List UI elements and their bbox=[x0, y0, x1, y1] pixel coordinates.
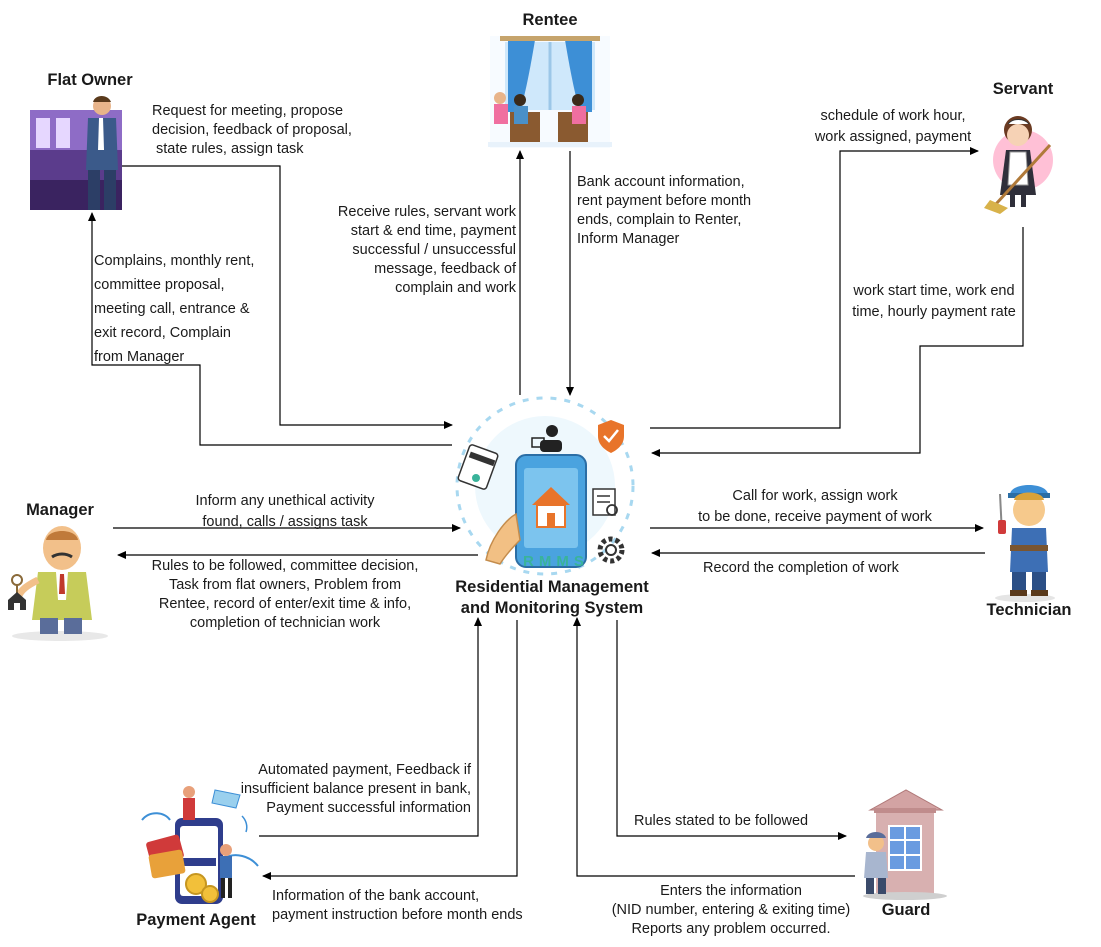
label-servant-to-system: work start time, work end time, hourly p… bbox=[836, 281, 1032, 323]
arrow-system-to-guard bbox=[616, 620, 847, 840]
label-system-to-servant: schedule of work hour, work assigned, pa… bbox=[798, 106, 988, 148]
payment-agent-illustration bbox=[141, 786, 259, 904]
label-guard-to-system: Enters the information (NID number, ente… bbox=[586, 882, 876, 939]
label-line: schedule of work hour, bbox=[820, 108, 966, 124]
actor-manager: Manager bbox=[26, 501, 94, 519]
label-line: Rules stated to be followed bbox=[634, 813, 809, 829]
label-line: from Manager bbox=[94, 349, 185, 365]
arrow-system-to-owner bbox=[88, 212, 452, 446]
label-line: Call for work, assign work bbox=[732, 488, 898, 504]
label-line: meeting call, entrance & bbox=[94, 301, 250, 317]
actor-servant: Servant bbox=[992, 80, 1054, 98]
label-system-to-owner: Complains, monthly rent, committee propo… bbox=[94, 249, 254, 369]
actor-technician: Technician bbox=[986, 601, 1072, 619]
servant-illustration bbox=[984, 116, 1053, 214]
label-line: Record the completion of work bbox=[703, 560, 899, 576]
guard-illustration bbox=[863, 789, 947, 900]
label-line: state rules, assign task bbox=[152, 141, 304, 157]
label-line: Request for meeting, propose bbox=[152, 103, 344, 119]
arrow-owner-to-system bbox=[122, 165, 453, 429]
label-line: Enters the information bbox=[660, 883, 802, 899]
actor-payment-agent: Payment Agent bbox=[136, 911, 256, 929]
label-owner-to-system: Request for meeting, propose decision, f… bbox=[152, 102, 352, 159]
label-line: work assigned, payment bbox=[814, 129, 972, 145]
arrow-system-to-servant bbox=[650, 147, 979, 429]
label-line: completion of technician work bbox=[189, 615, 381, 631]
label-line: work start time, work end bbox=[853, 283, 1015, 299]
label-line: Rentee, record of enter/exit time & info… bbox=[158, 596, 412, 612]
arrow-system-to-agent bbox=[262, 620, 518, 880]
system-title-line-2: and Monitoring System bbox=[460, 599, 644, 617]
label-line: decision, feedback of proposal, bbox=[152, 122, 352, 138]
system-title: Residential Management and Monitoring Sy… bbox=[432, 577, 672, 619]
label-line: Bank account information, bbox=[577, 174, 745, 190]
arrow-guard-to-system bbox=[573, 617, 855, 877]
label-system-to-guard: Rules stated to be followed bbox=[634, 812, 808, 831]
label-line: Task from flat owners, Problem from bbox=[168, 577, 402, 593]
label-line: Reports any problem occurred. bbox=[631, 921, 831, 937]
label-line: found, calls / assigns task bbox=[202, 514, 368, 530]
label-line: Receive rules, servant work bbox=[337, 204, 516, 220]
label-line: message, feedback of bbox=[374, 261, 516, 277]
label-line: time, hourly payment rate bbox=[852, 304, 1016, 320]
label-line: Information of the bank account, bbox=[272, 888, 480, 904]
technician-illustration bbox=[995, 485, 1055, 602]
flat-owner-illustration bbox=[30, 96, 122, 210]
label-line: (NID number, entering & exiting time) bbox=[611, 902, 851, 918]
label-line: ends, complain to Renter, bbox=[577, 212, 742, 228]
label-line: committee proposal, bbox=[94, 277, 225, 293]
label-system-to-rentee: Receive rules, servant work start & end … bbox=[296, 203, 516, 298]
label-line: Complains, monthly rent, bbox=[94, 253, 255, 269]
label-line: Inform any unethical activity bbox=[195, 493, 375, 509]
label-system-to-manager: Rules to be followed, committee decision… bbox=[122, 557, 448, 633]
label-manager-to-system: Inform any unethical activity found, cal… bbox=[160, 491, 410, 533]
actor-flat-owner: Flat Owner bbox=[47, 71, 133, 89]
label-technician-to-system: Record the completion of work bbox=[703, 559, 899, 578]
arrow-servant-to-system bbox=[651, 227, 1024, 457]
label-system-to-technician: Call for work, assign work to be done, r… bbox=[670, 486, 960, 528]
label-line: Automated payment, Feedback if bbox=[258, 762, 471, 778]
label-system-to-agent: Information of the bank account, payment… bbox=[272, 887, 523, 925]
label-line: Payment successful information bbox=[266, 800, 471, 816]
label-line: payment instruction before month ends bbox=[272, 907, 523, 923]
label-line: successful / unsuccessful bbox=[352, 242, 516, 258]
arrow-agent-to-system bbox=[259, 617, 482, 837]
label-agent-to-system: Automated payment, Feedback if insuffici… bbox=[200, 761, 471, 818]
actor-rentee: Rentee bbox=[522, 11, 578, 29]
label-line: Inform Manager bbox=[577, 231, 680, 247]
actor-guard: Guard bbox=[881, 901, 931, 919]
label-line: insufficient balance present in bank, bbox=[240, 781, 471, 797]
system-title-line-1: Residential Management bbox=[455, 578, 649, 596]
label-line: to be done, receive payment of work bbox=[698, 509, 932, 525]
manager-illustration bbox=[8, 526, 108, 641]
label-rentee-to-system: Bank account information, rent payment b… bbox=[577, 173, 751, 249]
rentee-illustration bbox=[488, 36, 612, 148]
label-line: Rules to be followed, committee decision… bbox=[151, 558, 419, 574]
label-line: complain and work bbox=[395, 280, 516, 296]
rmms-logo-text: RMMS bbox=[523, 553, 589, 570]
rmms-logo-illustration: RMMS bbox=[455, 396, 635, 576]
label-line: rent payment before month bbox=[577, 193, 752, 209]
label-line: start & end time, payment bbox=[350, 223, 516, 239]
label-line: exit record, Complain bbox=[94, 325, 231, 341]
